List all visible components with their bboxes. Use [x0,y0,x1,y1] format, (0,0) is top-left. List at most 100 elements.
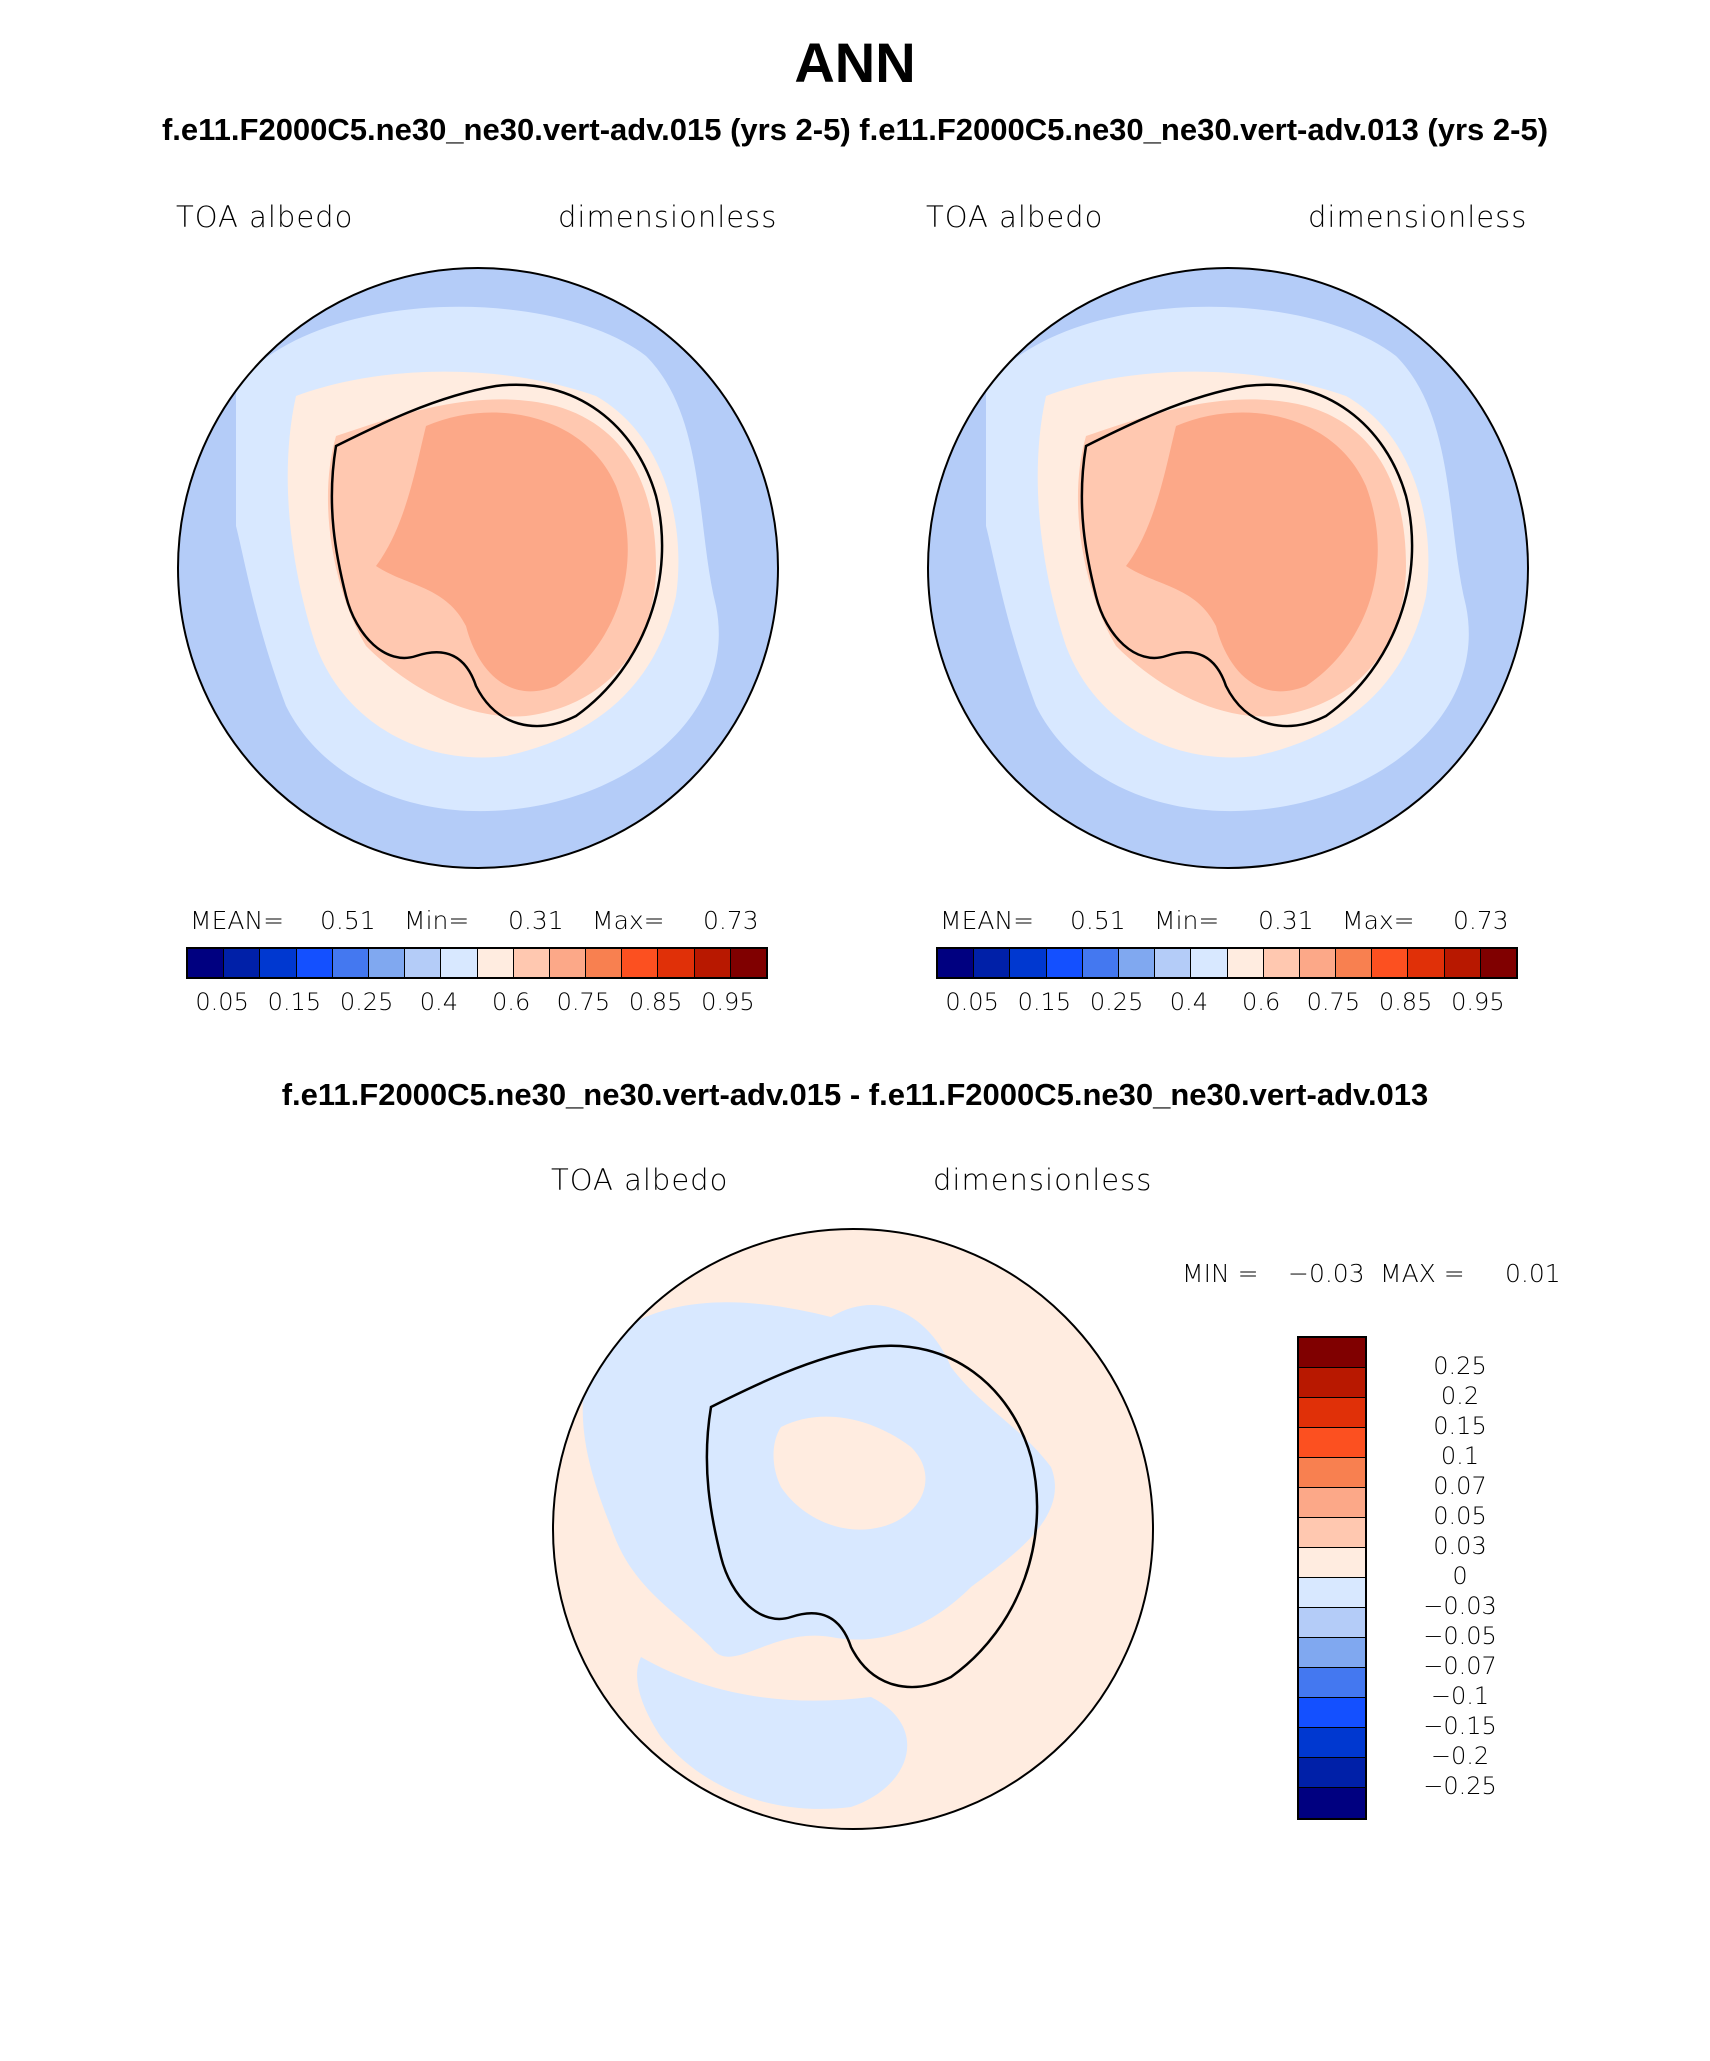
colorbar-tick-label: 0.15 [1017,988,1072,1016]
panel1-mean-value: 0.51 [320,906,376,935]
colorbar-box [513,949,550,977]
colorbar-box [1155,949,1192,977]
case-titles: f.e11.F2000C5.ne30_ne30.vert-adv.015 (yr… [161,112,1549,147]
colorbar-box [441,949,478,977]
diff-colorbar-tick-label: 0 [1452,1562,1468,1590]
diff-colorbar-tick-label: 0.07 [1433,1472,1487,1500]
colorbar-box [260,949,297,977]
diff-colorbar-tick-label: −0.1 [1430,1682,1490,1710]
diff-colorbar-tick-label: −0.15 [1423,1712,1497,1740]
diff-units-label: dimensionless [933,1163,1153,1197]
colorbar-box [1046,949,1083,977]
panel2-min-value: 0.31 [1258,906,1314,935]
diff-colorbar-box [1299,1668,1365,1698]
panel2-polar-map [927,267,1529,869]
panel1-min-value: 0.31 [508,906,564,935]
diff-colorbar-box [1299,1578,1365,1608]
colorbar-tick-label: 0.05 [945,988,999,1016]
colorbar-box [658,949,695,977]
continent-inner [1126,412,1378,692]
difference-title: f.e11.F2000C5.ne30_ne30.vert-adv.015 - f… [281,1077,1429,1112]
diff-colorbar-box [1299,1398,1365,1428]
panel1-min-label: Min= [404,906,470,935]
panel1-max-label: Max= [592,906,665,935]
panel1-colorbar [186,947,768,979]
colorbar-box [730,949,766,977]
colorbar-tick-label: 0.15 [267,988,322,1016]
colorbar-box [1480,949,1516,977]
colorbar-tick-label: 0.95 [1451,988,1505,1016]
colorbar-tick-label: 0.05 [195,988,249,1016]
diff-min-value: −0.03 [1288,1259,1365,1288]
panel2-colorbar [936,947,1518,979]
difference-polar-map [552,1228,1154,1830]
colorbar-box [1263,949,1300,977]
diff-max-label: MAX = [1380,1259,1465,1288]
colorbar-tick-label: 0.4 [1169,988,1208,1016]
diff-colorbar-tick-label: 0.15 [1433,1412,1487,1440]
panel1-variable-label: TOA albedo [176,200,354,234]
panel1-polar-map [177,267,779,869]
diff-colorbar-tick-label: −0.07 [1423,1652,1497,1680]
panel2-max-label: Max= [1342,906,1415,935]
panel2-colorbar-ticks: 0.05 0.15 0.25 0.4 0.6 0.75 0.85 0.95 [936,988,1514,1018]
diff-colorbar-box [1299,1548,1365,1578]
diff-colorbar-box [1299,1728,1365,1758]
colorbar-tick-label: 0.95 [701,988,755,1016]
diff-colorbar-box [1299,1368,1365,1398]
diff-colorbar-box [1299,1488,1365,1518]
panel2-units-label: dimensionless [1308,200,1528,234]
diff-colorbar-tick-label: 0.25 [1433,1352,1487,1380]
coastline [330,383,664,728]
diff-colorbar-tick-label: 0.03 [1433,1532,1487,1560]
colorbar-box [1191,949,1228,977]
colorbar-box [1010,949,1047,977]
colorbar-box [1372,949,1409,977]
colorbar-tick-label: 0.85 [1378,988,1433,1016]
panel2-min-label: Min= [1154,906,1220,935]
diff-colorbar-box [1299,1518,1365,1548]
diff-colorbar-box [1299,1338,1365,1368]
colorbar-box [188,949,225,977]
diff-colorbar-tick-label: 0.1 [1440,1442,1480,1470]
panel2-mean-value: 0.51 [1070,906,1126,935]
colorbar-box [1227,949,1264,977]
difference-colorbar [1297,1336,1367,1820]
panel2-max-value: 0.73 [1453,906,1509,935]
figure-title: ANN [794,31,916,94]
colorbar-box [1444,949,1481,977]
colorbar-box [332,949,369,977]
diff-colorbar-box [1299,1608,1365,1638]
colorbar-tick-label: 0.6 [492,988,531,1016]
colorbar-tick-label: 0.6 [1242,988,1281,1016]
colorbar-box [549,949,587,977]
diff-colorbar-tick-label: −0.25 [1423,1772,1497,1800]
continent-inner [376,412,628,692]
panel1-mean-label: MEAN= [190,906,285,935]
coastline [1080,383,1414,728]
colorbar-box [1082,949,1119,977]
diff-colorbar-tick-label: −0.2 [1430,1742,1490,1770]
coastline [705,1344,1039,1689]
colorbar-tick-label: 0.25 [1089,988,1144,1016]
panel1-colorbar-ticks: 0.05 0.15 0.25 0.4 0.6 0.75 0.85 0.95 [186,988,764,1018]
diff-colorbar-box [1299,1788,1365,1818]
diff-colorbar-box [1299,1458,1365,1488]
colorbar-box [405,949,442,977]
diff-min-label: MIN = [1182,1259,1259,1288]
panel2-mean-label: MEAN= [940,906,1035,935]
colorbar-box [586,949,623,977]
colorbar-tick-label: 0.85 [628,988,683,1016]
diff-colorbar-box [1299,1428,1365,1458]
diff-colorbar-tick-label: −0.05 [1423,1622,1497,1650]
diff-colorbar-box [1299,1698,1365,1728]
diff-max-value: 0.01 [1505,1259,1561,1288]
colorbar-box [622,949,659,977]
diff-colorbar-tick-label: −0.03 [1423,1592,1497,1620]
colorbar-box [1336,949,1373,977]
colorbar-box [477,949,514,977]
colorbar-box [1118,949,1156,977]
diff-colorbar-tick-label: 0.2 [1440,1382,1480,1410]
difference-colorbar-ticks: 0.25 0.2 0.15 0.1 0.07 0.05 0.03 0 −0.03 −0.05 −0.… [1410,1336,1510,1816]
colorbar-box [296,949,333,977]
